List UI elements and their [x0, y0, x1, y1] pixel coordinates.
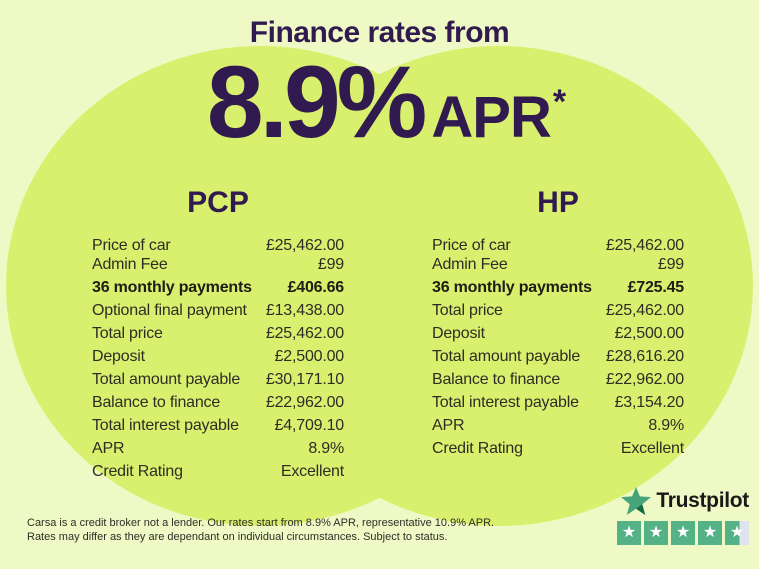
pcp-table-title: PCP: [187, 186, 249, 219]
trustpilot-rating-stars: ★ ★ ★ ★ ★: [617, 521, 749, 545]
table-row: Total price £25,462.00: [92, 324, 344, 343]
disclaimer-line-1: Carsa is a credit broker not a lender. O…: [27, 517, 495, 529]
table-row: 36 monthly payments £725.45: [432, 278, 684, 297]
row-value: 8.9%: [648, 417, 684, 434]
row-label: Total price: [92, 325, 163, 342]
trustpilot-star-box-3: ★: [671, 521, 695, 545]
pcp-table-rows: Price of car £25,462.00 Admin Fee £99 36 mon…: [92, 236, 344, 481]
table-row: 36 monthly payments £406.66: [92, 278, 344, 297]
row-label: Balance to finance: [432, 371, 561, 388]
table-row: Admin Fee £99: [92, 255, 344, 274]
row-value: £2,500.00: [274, 348, 345, 365]
background-ellipse-right: [245, 46, 753, 526]
trustpilot-star-box-1: ★: [617, 521, 641, 545]
row-value: £3,154.20: [614, 394, 685, 411]
rate-suffix: APR: [431, 85, 551, 150]
table-row: Credit Rating Excellent: [92, 462, 344, 481]
row-value: £25,462.00: [265, 237, 344, 254]
row-value: 8.9%: [308, 440, 344, 457]
row-label: Balance to finance: [92, 394, 221, 411]
row-value: £2,500.00: [614, 325, 685, 342]
table-row: Total amount payable £30,171.10: [92, 370, 344, 389]
pcp-table: PCP Price of car £25,462.00 Admin Fee £99 36…: [92, 186, 344, 481]
table-row: Optional final payment £13,438.00: [92, 301, 344, 320]
row-label: APR: [432, 417, 465, 434]
rate-value: 8.9%: [206, 45, 427, 159]
trustpilot-brand-label: Trustpilot: [656, 489, 749, 512]
row-value: £22,962.00: [605, 371, 684, 388]
row-label: Total amount payable: [92, 371, 241, 388]
table-row: Balance to finance £22,962.00: [432, 370, 684, 389]
row-value: £30,171.10: [265, 371, 344, 388]
page-title: Finance rates from: [249, 16, 510, 49]
row-label: Total interest payable: [92, 417, 239, 434]
trustpilot-logo: Trustpilot: [617, 486, 749, 516]
header: Finance rates from 8.9% APR*: [0, 16, 759, 183]
row-label: Price of car: [92, 237, 171, 254]
table-row: Deposit £2,500.00: [432, 324, 684, 343]
row-value: £725.45: [627, 279, 685, 296]
row-value: £4,709.10: [274, 417, 345, 434]
row-label: Admin Fee: [92, 256, 168, 273]
row-label: Deposit: [432, 325, 485, 342]
table-row: Balance to finance £22,962.00: [92, 393, 344, 412]
row-label: Price of car: [432, 237, 511, 254]
table-row: Admin Fee £99: [432, 255, 684, 274]
row-value: £22,962.00: [265, 394, 344, 411]
row-value: £25,462.00: [605, 302, 684, 319]
trustpilot-star-box-2: ★: [644, 521, 668, 545]
table-row: Price of car £25,462.00: [92, 236, 344, 255]
row-label: Total amount payable: [432, 348, 581, 365]
hp-table: HP Price of car £25,462.00 Admin Fee £99 36 …: [432, 186, 684, 458]
table-row: APR 8.9%: [92, 439, 344, 458]
legal-disclaimer: Carsa is a credit broker not a lender. O…: [27, 516, 547, 544]
table-row: APR 8.9%: [432, 416, 684, 435]
table-row: Total amount payable £28,616.20: [432, 347, 684, 366]
table-row: Deposit £2,500.00: [92, 347, 344, 366]
table-row: Total interest payable £3,154.20: [432, 393, 684, 412]
row-label: Total interest payable: [432, 394, 579, 411]
row-value: £99: [317, 256, 344, 273]
trustpilot-star-icon: [621, 487, 652, 515]
row-label: Credit Rating: [432, 440, 523, 457]
row-value: £13,438.00: [265, 302, 344, 319]
row-value: Excellent: [280, 463, 344, 480]
table-row: Total price £25,462.00: [432, 301, 684, 320]
row-label: Admin Fee: [432, 256, 508, 273]
row-label: Total price: [432, 302, 503, 319]
rate-asterisk: *: [552, 83, 567, 121]
row-value: £99: [657, 256, 684, 273]
row-label: APR: [92, 440, 125, 457]
trustpilot-star-box-5: ★: [725, 521, 749, 545]
trustpilot-widget[interactable]: Trustpilot ★ ★ ★ ★ ★: [617, 486, 749, 545]
row-value: £25,462.00: [265, 325, 344, 342]
hp-table-rows: Price of car £25,462.00 Admin Fee £99 36 mon…: [432, 236, 684, 458]
row-label: Optional final payment: [92, 302, 247, 319]
row-value: £25,462.00: [605, 237, 684, 254]
row-label: 36 monthly payments: [432, 279, 592, 296]
table-row: Total interest payable £4,709.10: [92, 416, 344, 435]
disclaimer-line-2: Rates may differ as they are dependant o…: [27, 531, 448, 543]
headline-rate: 8.9% APR*: [0, 51, 759, 183]
row-label: 36 monthly payments: [92, 279, 252, 296]
table-row: Credit Rating Excellent: [432, 439, 684, 458]
table-row: Price of car £25,462.00: [432, 236, 684, 255]
row-value: Excellent: [620, 440, 684, 457]
row-value: £406.66: [287, 279, 345, 296]
hp-table-title: HP: [537, 186, 579, 219]
row-label: Credit Rating: [92, 463, 183, 480]
row-label: Deposit: [92, 348, 145, 365]
row-value: £28,616.20: [605, 348, 684, 365]
trustpilot-star-box-4: ★: [698, 521, 722, 545]
